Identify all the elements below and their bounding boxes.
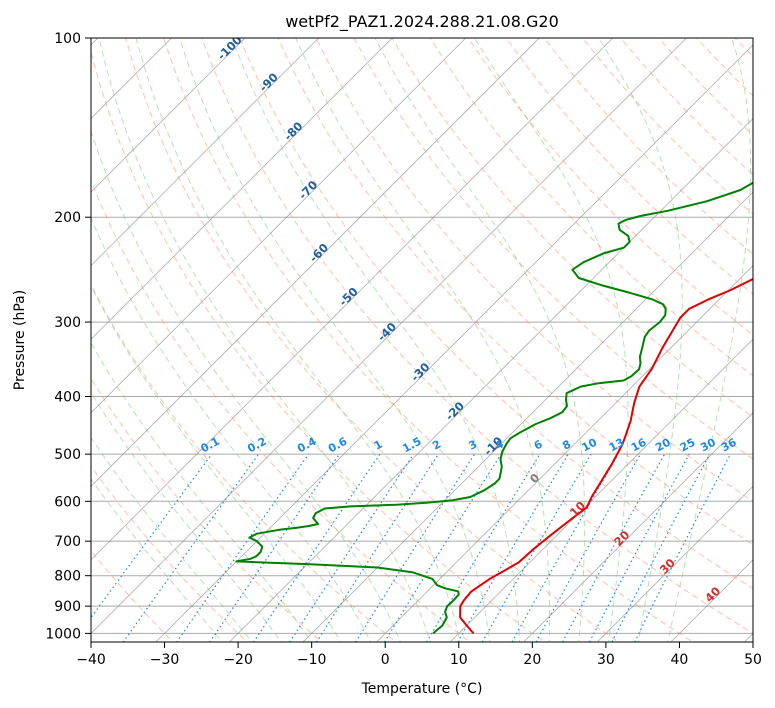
mixing-ratio-label: 10: [580, 436, 600, 455]
dry-adiabat-line: [91, 465, 249, 642]
moist-adiabat-line: [598, 38, 683, 642]
moist-adiabat-line: [91, 284, 342, 642]
mixing-ratio-line: [176, 453, 310, 642]
mixing-ratio-line: [315, 453, 439, 642]
dry-adiabat-line: [91, 49, 546, 642]
mixing-ratio-line: [425, 453, 541, 642]
isotherm-line: [91, 38, 393, 340]
mixing-ratio-label: 30: [698, 436, 718, 455]
mixing-ratio-label: 25: [678, 436, 698, 455]
y-tick-label: 700: [54, 534, 81, 550]
moist-adiabat-line: [91, 129, 402, 642]
dewpoint-line: [235, 181, 753, 635]
pressure-gridlines: [91, 38, 753, 634]
y-tick-label: 400: [54, 389, 81, 405]
x-axis-ticks: −40 −30 −20 −10 0 10 20 30 40 50: [76, 642, 762, 668]
dry-adiabat-line: [201, 38, 753, 634]
mixing-ratio-line: [289, 453, 415, 642]
x-tick-label: 10: [450, 652, 468, 668]
moist-adiabat-line: [374, 38, 586, 642]
mixing-ratio-line: [252, 453, 381, 642]
isotherm-line: [523, 412, 753, 642]
mixing-ratio-label: 36: [719, 436, 739, 455]
x-tick-label: 20: [523, 652, 541, 668]
dry-adiabat-line: [315, 38, 753, 503]
moist-adiabat-line: [667, 38, 752, 642]
mixing-ratio-line: [481, 453, 592, 642]
y-tick-label: 1000: [45, 626, 81, 642]
mixing-ratio-line: [383, 453, 502, 642]
x-tick-label: −10: [297, 652, 327, 668]
moist-adiabat-line: [91, 216, 372, 642]
y-tick-label: 800: [54, 569, 81, 585]
mixing-ratio-line: [456, 453, 569, 642]
moist-adiabat-line: [91, 478, 223, 642]
moist-adiabat-line: [295, 38, 550, 642]
plot-frame: [90, 37, 754, 643]
x-tick-label: 0: [381, 652, 390, 668]
mixing-ratio-line: [611, 453, 711, 642]
mixing-ratio-label: 16: [629, 436, 649, 455]
mixing-ratio-lines: [91, 453, 732, 642]
isotherm-line: [228, 117, 753, 642]
mixing-ratio-line: [588, 453, 690, 642]
x-tick-label: −40: [76, 652, 106, 668]
moist-adiabat-line: [91, 341, 312, 642]
isotherm-line: [449, 338, 753, 642]
moist-adiabat-line: [179, 38, 491, 642]
y-tick-label: 900: [54, 599, 81, 615]
dry-adiabat-line: [277, 38, 753, 546]
mixing-ratio-label: 20: [653, 436, 673, 455]
x-axis-title: Temperature (°C): [361, 681, 483, 697]
series-lines: [235, 181, 753, 635]
isotherm-line: [376, 265, 753, 642]
y-tick-label: 600: [54, 494, 81, 510]
isotherm-line: [91, 38, 614, 561]
skewed-isotherms: [91, 38, 753, 642]
dry-adiabat-line: [125, 38, 620, 642]
isotherm-line: [91, 38, 540, 487]
x-tick-label: 30: [597, 652, 615, 668]
x-tick-label: 50: [744, 652, 762, 668]
isotherm-line: [91, 38, 687, 634]
mixing-ratio-label: 13: [607, 436, 627, 455]
y-tick-label: 500: [54, 447, 81, 463]
x-tick-label: −30: [150, 652, 180, 668]
temperature-line: [459, 277, 753, 635]
x-tick-label: −20: [223, 652, 253, 668]
moist-adiabat-line: [98, 38, 431, 642]
y-axis-title: Pressure (hPa): [12, 290, 28, 390]
moist-adiabat-line: [474, 38, 629, 642]
y-tick-label: 200: [54, 210, 81, 226]
mixing-ratio-line: [355, 453, 476, 642]
dry-adiabat-line: [239, 38, 753, 590]
isotherm-line: [670, 559, 753, 642]
isotherm-line: [91, 38, 466, 414]
moist-adiabat-line: [231, 38, 521, 642]
dry-adiabat-line: [505, 38, 753, 295]
isotherm-line: [596, 485, 753, 642]
mixing-ratio-line: [209, 453, 340, 642]
y-tick-label: 100: [54, 31, 81, 47]
y-tick-label: 300: [54, 315, 81, 331]
moist-adiabat-line: [91, 391, 283, 642]
chart-title: wetPf2_PAZ1.2024.288.21.08.G20: [285, 12, 559, 32]
x-tick-label: 40: [671, 652, 689, 668]
y-axis-ticks: 100 200 300 400 500 600 700 800 900 1000: [45, 31, 91, 642]
moist-adiabat-line: [91, 436, 253, 642]
